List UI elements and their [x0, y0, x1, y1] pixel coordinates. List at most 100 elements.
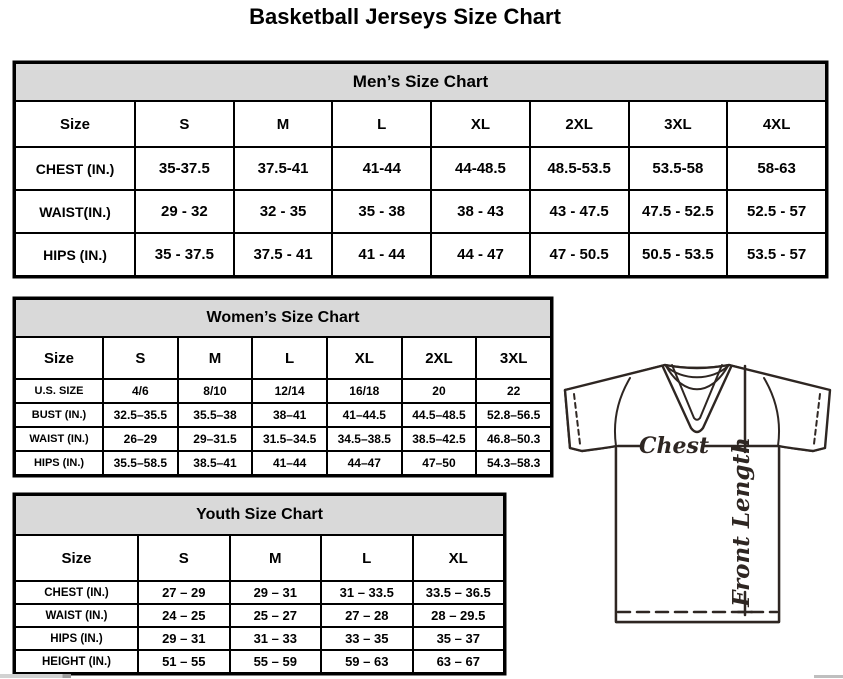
measurement-row: HIPS (IN.) 35.5–58.5 38.5–41 41–44 44–47 47–5… [14, 450, 552, 476]
size-value-cell: 53.5 - 57 [726, 232, 827, 277]
size-value-cell: 25 – 27 [228, 603, 322, 628]
column-header-row: Size S M L XL [14, 534, 505, 582]
size-header: Size [14, 534, 139, 582]
collar-back-curve-1 [665, 365, 729, 379]
size-value-cell: 32.5–35.5 [102, 402, 179, 428]
size-value-cell: 33 – 35 [320, 626, 414, 651]
size-value-cell: 41–44 [251, 450, 328, 476]
size-value-cell: 31 – 33.5 [320, 580, 414, 605]
size-value-cell: 43 - 47.5 [528, 189, 630, 234]
size-value-cell: 37.5 - 41 [232, 232, 334, 277]
col-header-2xl: 2XL [528, 100, 630, 148]
measurement-row: CHEST (IN.) 35-37.5 37.5-41 41-44 44-48.5 48.… [14, 146, 827, 191]
measurement-row: BUST (IN.) 32.5–35.5 35.5–38 38–41 41–44.5 44… [14, 402, 552, 428]
size-value-cell: 12/14 [251, 378, 328, 404]
size-value-cell: 8/10 [176, 378, 254, 404]
col-header-l: L [331, 100, 433, 148]
size-value-cell: 52.8–56.5 [475, 402, 552, 428]
size-value-cell: 44–47 [325, 450, 403, 476]
size-header: Size [14, 336, 104, 380]
size-value-cell: 35 - 38 [331, 189, 433, 234]
armhole-seam-left [613, 377, 631, 447]
column-header-row: Size S M L XL 2XL 3XL 4XL [14, 100, 827, 148]
size-value-cell: 27 – 29 [137, 580, 231, 605]
size-value-cell: 31 – 33 [228, 626, 322, 651]
size-value-cell: 38–41 [251, 402, 328, 428]
measurement-row: HIPS (IN.) 29 – 31 31 – 33 33 – 35 35 – 37 [14, 626, 505, 651]
size-value-cell: 47 - 50.5 [528, 232, 630, 277]
sleeve-cuff-dashes-left [573, 393, 581, 445]
size-value-cell: 59 – 63 [320, 649, 414, 674]
size-value-cell: 46.8–50.3 [475, 426, 552, 452]
col-header-m: M [232, 100, 334, 148]
youth-table-title: Youth Size Chart [14, 494, 505, 536]
row-label: WAIST(IN.) [14, 189, 136, 234]
col-header-l: L [320, 534, 414, 582]
size-value-cell: 32 - 35 [232, 189, 334, 234]
size-value-cell: 22 [475, 378, 552, 404]
col-header-m: M [176, 336, 254, 380]
size-value-cell: 44 - 47 [430, 232, 531, 277]
size-value-cell: 34.5–38.5 [325, 426, 403, 452]
row-label: WAIST (IN.) [14, 603, 139, 628]
mens-size-table: Men’s Size Chart Size S M L XL 2XL 3XL 4XL CHEST … [14, 62, 827, 277]
col-header-4xl: 4XL [726, 100, 827, 148]
size-value-cell: 50.5 - 53.5 [627, 232, 729, 277]
size-value-cell: 24 – 25 [137, 603, 231, 628]
jersey-measurement-diagram: Chest Front Length [563, 363, 832, 624]
size-value-cell: 38.5–41 [176, 450, 254, 476]
scrollbar-fragment-right [814, 675, 843, 678]
size-value-cell: 41 - 44 [331, 232, 433, 277]
col-header-l: L [251, 336, 328, 380]
size-value-cell: 63 – 67 [411, 649, 505, 674]
front-length-label: Front Length [728, 437, 755, 608]
armhole-seam-right [763, 377, 781, 447]
size-value-cell: 58-63 [726, 146, 827, 191]
size-value-cell: 41-44 [331, 146, 433, 191]
measurement-row: HIPS (IN.) 35 - 37.5 37.5 - 41 41 - 44 44 - … [14, 232, 827, 277]
row-label: HIPS (IN.) [14, 626, 139, 651]
size-value-cell: 37.5-41 [232, 146, 334, 191]
jersey-outline-main [563, 363, 832, 624]
size-value-cell: 44.5–48.5 [400, 402, 478, 428]
measurement-row: HEIGHT (IN.) 51 – 55 55 – 59 59 – 63 63 – 67 [14, 649, 505, 674]
col-header-3xl: 3XL [475, 336, 552, 380]
column-header-row: Size S M L XL 2XL 3XL [14, 336, 552, 380]
row-label: CHEST (IN.) [14, 580, 139, 605]
size-value-cell: 31.5–34.5 [251, 426, 328, 452]
size-value-cell: 51 – 55 [137, 649, 231, 674]
size-value-cell: 35.5–38 [176, 402, 254, 428]
size-value-cell: 35 - 37.5 [134, 232, 235, 277]
size-value-cell: 38.5–42.5 [400, 426, 478, 452]
size-value-cell: 29 – 31 [228, 580, 322, 605]
row-label: BUST (IN.) [14, 402, 104, 428]
size-value-cell: 29 – 31 [137, 626, 231, 651]
row-label: HIPS (IN.) [14, 232, 136, 277]
size-value-cell: 55 – 59 [228, 649, 322, 674]
row-label: CHEST (IN.) [14, 146, 136, 191]
size-value-cell: 4/6 [102, 378, 179, 404]
measurement-row: CHEST (IN.) 27 – 29 29 – 31 31 – 33.5 33.5 –… [14, 580, 505, 605]
col-header-3xl: 3XL [627, 100, 729, 148]
size-value-cell: 53.5-58 [627, 146, 729, 191]
col-header-s: S [134, 100, 235, 148]
size-value-cell: 28 – 29.5 [411, 603, 505, 628]
size-value-cell: 38 - 43 [430, 189, 531, 234]
vneck-inner [671, 364, 723, 421]
size-value-cell: 35.5–58.5 [102, 450, 179, 476]
size-value-cell: 48.5-53.5 [528, 146, 630, 191]
size-value-cell: 54.3–58.3 [475, 450, 552, 476]
size-value-cell: 16/18 [325, 378, 403, 404]
row-label: U.S. SIZE [14, 378, 104, 404]
measurement-row: WAIST (IN.) 24 – 25 25 – 27 27 – 28 28 – 29.… [14, 603, 505, 628]
col-header-xl: XL [430, 100, 531, 148]
size-value-cell: 35 – 37 [411, 626, 505, 651]
size-value-cell: 20 [400, 378, 478, 404]
mens-table-title: Men’s Size Chart [14, 62, 827, 102]
size-value-cell: 35-37.5 [134, 146, 235, 191]
measurement-row: WAIST (IN.) 26–29 29–31.5 31.5–34.5 34.5–38.… [14, 426, 552, 452]
size-value-cell: 52.5 - 57 [726, 189, 827, 234]
scrollbar-fragment-left [0, 674, 71, 678]
womens-size-table: Women’s Size Chart Size S M L XL 2XL 3XL U.S. SI… [14, 298, 552, 476]
size-value-cell: 29 - 32 [134, 189, 235, 234]
